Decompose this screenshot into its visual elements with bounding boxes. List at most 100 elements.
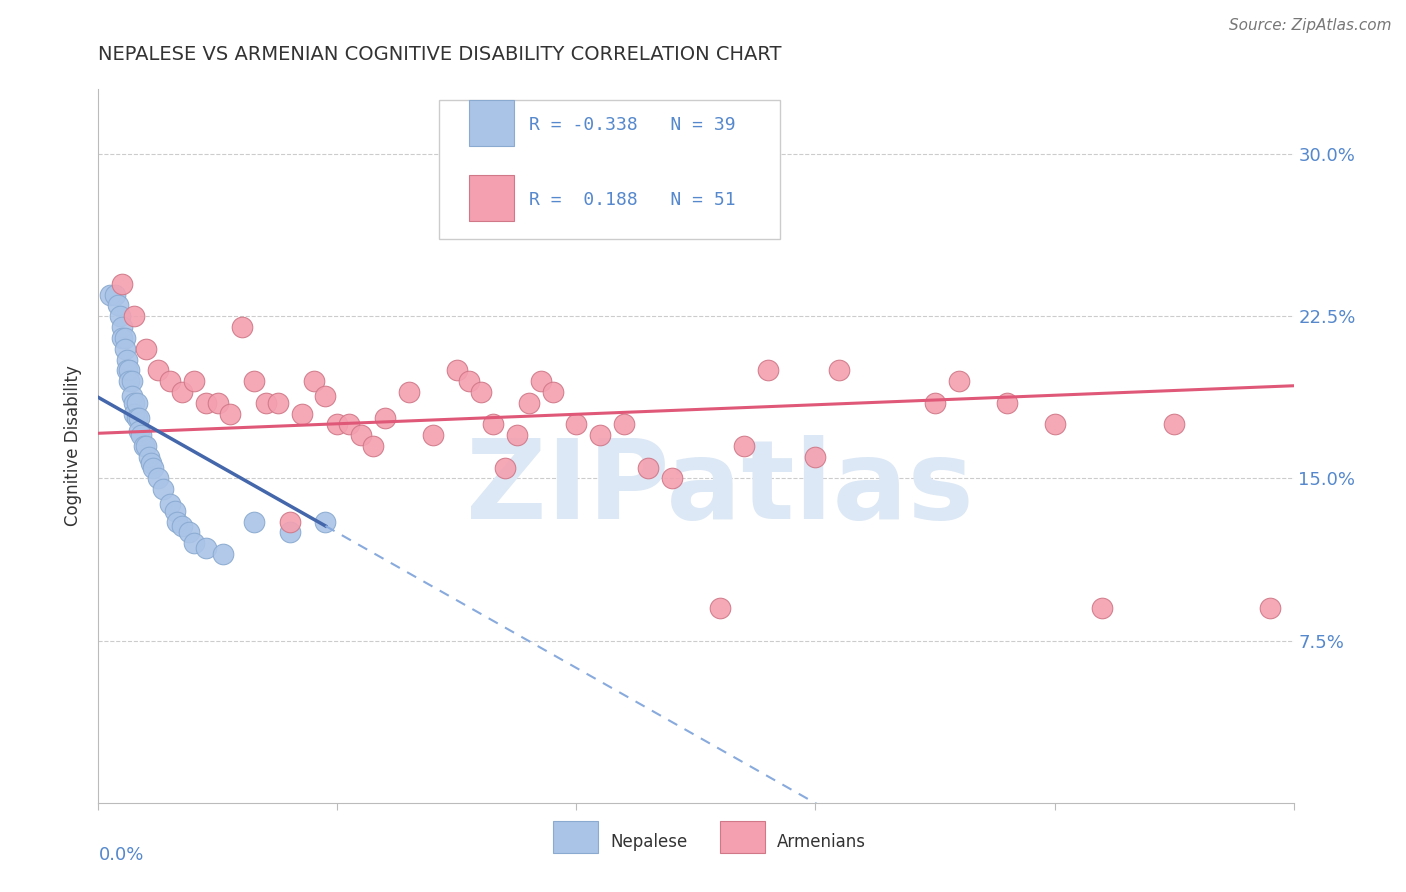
Point [159,497,181,511]
Point [98,287,122,301]
Text: Source: ZipAtlas.com: Source: ZipAtlas.com [1229,18,1392,33]
Point [302,374,325,388]
Point [172,519,194,533]
Point [163,504,186,518]
Point [315,515,337,529]
FancyBboxPatch shape [720,821,765,853]
Point [374,410,396,425]
FancyBboxPatch shape [470,175,515,221]
Point [139,456,162,470]
Point [111,277,134,291]
Text: 0.0%: 0.0% [98,846,143,863]
Point [111,331,134,345]
Point [132,439,155,453]
Point [613,417,636,432]
Point [995,396,1018,410]
Text: Armenians: Armenians [778,833,866,851]
Point [291,407,314,421]
Point [128,424,150,438]
Point [107,298,129,312]
Point [111,320,134,334]
Point [589,428,612,442]
FancyBboxPatch shape [439,100,780,239]
Point [124,396,146,410]
Point [183,536,205,550]
Point [422,428,444,442]
Point [565,417,588,432]
Point [142,460,165,475]
Point [398,384,420,399]
Point [108,310,131,324]
FancyBboxPatch shape [553,821,598,853]
Point [541,384,564,399]
Point [828,363,851,377]
Point [219,407,242,421]
Point [494,460,516,475]
Point [118,363,141,377]
Point [517,396,540,410]
Point [121,389,143,403]
Point [135,439,157,453]
Point [195,396,218,410]
Point [339,417,361,432]
Point [278,515,301,529]
Point [125,410,148,425]
Point [481,417,505,432]
Point [166,515,188,529]
Text: R = -0.338   N = 39: R = -0.338 N = 39 [529,116,735,134]
Point [243,515,266,529]
Point [115,352,138,367]
Point [135,342,157,356]
Point [159,374,181,388]
Point [128,410,150,425]
Point [446,363,468,377]
Point [1091,601,1114,615]
Point [131,428,153,442]
Point [124,310,146,324]
Point [243,374,266,388]
Point [148,471,170,485]
Point [179,525,201,540]
Point [195,541,218,555]
Point [254,396,277,410]
Point [458,374,481,388]
Point [124,407,146,421]
Point [470,384,492,399]
Point [661,471,683,485]
Point [207,396,229,410]
Point [278,525,301,540]
Point [1258,601,1281,615]
Point [530,374,553,388]
Text: Nepalese: Nepalese [610,833,688,851]
Point [183,374,205,388]
Point [125,396,148,410]
Point [172,384,194,399]
Text: NEPALESE VS ARMENIAN COGNITIVE DISABILITY CORRELATION CHART: NEPALESE VS ARMENIAN COGNITIVE DISABILIT… [98,45,782,63]
Point [211,547,233,561]
Point [148,363,170,377]
Text: R =  0.188   N = 51: R = 0.188 N = 51 [529,191,735,209]
Point [756,363,779,377]
Point [948,374,970,388]
Point [114,342,136,356]
FancyBboxPatch shape [470,100,515,146]
Point [231,320,253,334]
Text: ZIPatlas: ZIPatlas [465,435,974,542]
Point [121,374,143,388]
Point [115,363,138,377]
Point [924,396,946,410]
Point [118,374,141,388]
Point [733,439,755,453]
Point [350,428,373,442]
Point [138,450,160,464]
Point [267,396,290,410]
Point [804,450,827,464]
Point [104,287,127,301]
Y-axis label: Cognitive Disability: Cognitive Disability [65,366,83,526]
Point [637,460,659,475]
Point [506,428,529,442]
Point [363,439,385,453]
Point [709,601,731,615]
Point [114,331,136,345]
Point [315,389,337,403]
